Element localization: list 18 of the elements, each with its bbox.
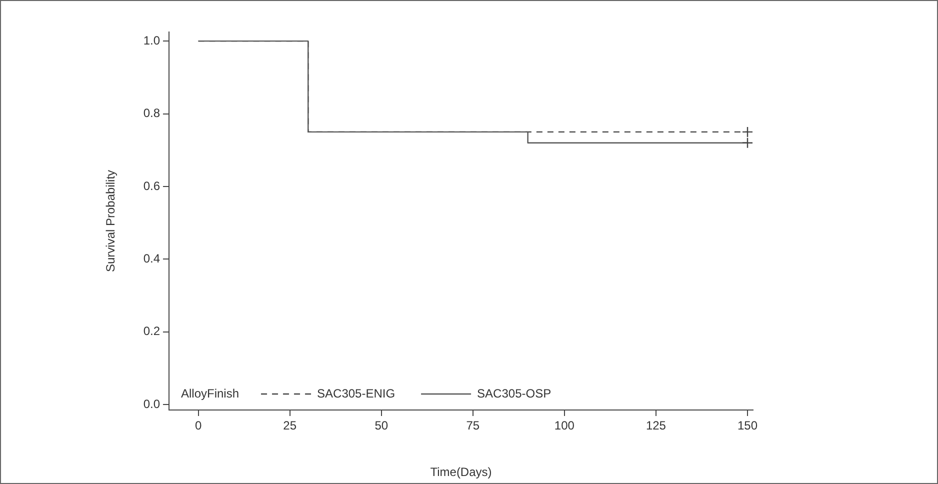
x-tick-label: 0 xyxy=(194,418,202,433)
y-tick-label: 0.4 xyxy=(143,251,160,266)
legend-title: AlloyFinish xyxy=(181,386,240,400)
legend-label: SAC305-ENIG xyxy=(317,386,396,400)
x-tick-label: 50 xyxy=(374,418,388,433)
y-tick-label: 1.0 xyxy=(143,33,160,48)
x-tick-label: 150 xyxy=(737,418,758,433)
x-tick-label: 75 xyxy=(466,418,480,433)
y-tick-label: 0.8 xyxy=(143,106,160,120)
y-tick-label: 0.2 xyxy=(143,324,160,338)
x-tick-label: 25 xyxy=(283,418,297,433)
x-tick-label: 125 xyxy=(646,418,666,433)
x-tick-label: 100 xyxy=(554,418,575,433)
x-axis-title: Time(Days) xyxy=(430,465,492,480)
y-axis-title: Survival Probability xyxy=(104,170,118,272)
y-tick-label: 0.0 xyxy=(143,396,160,411)
legend-label: SAC305-OSP xyxy=(477,386,552,400)
y-tick-label: 0.6 xyxy=(143,178,160,193)
